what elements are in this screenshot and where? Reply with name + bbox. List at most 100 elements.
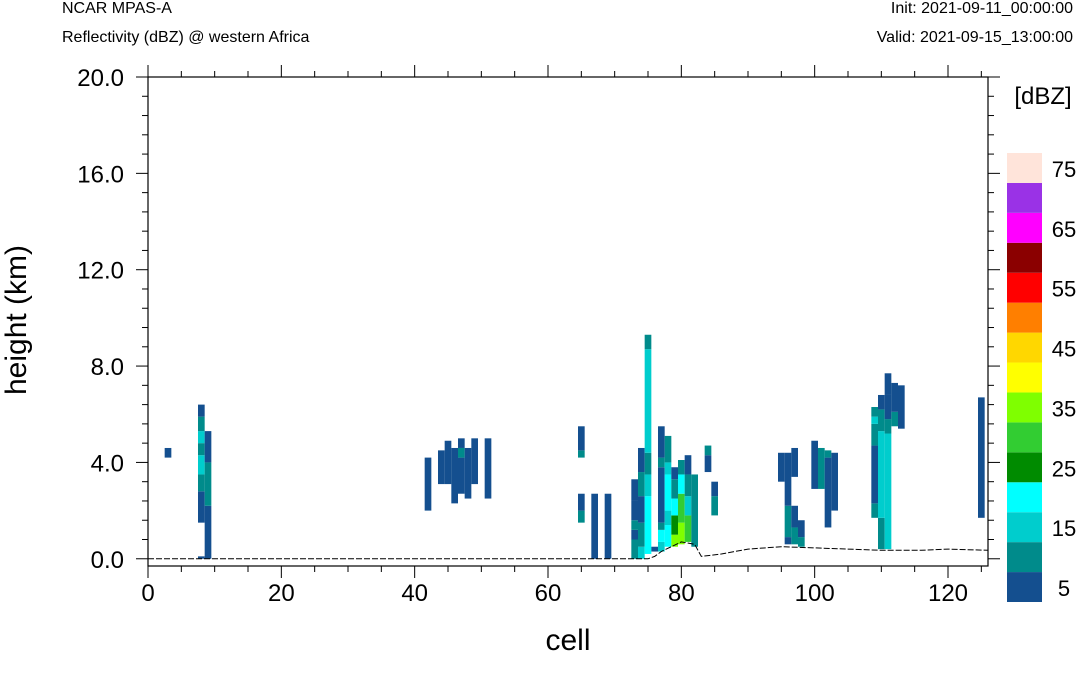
- reflectivity-cell: [644, 334, 652, 350]
- reflectivity-cell: [664, 474, 672, 511]
- x-tick-label: 0: [141, 580, 154, 607]
- reflectivity-cell: [684, 474, 692, 497]
- reflectivity-cell: [884, 419, 892, 434]
- reflectivity-cell: [644, 474, 652, 497]
- reflectivity-cell: [638, 496, 645, 523]
- colorbar-swatch: [1007, 272, 1042, 303]
- colorbar-label: 75: [1052, 157, 1076, 182]
- reflectivity-cell: [824, 457, 832, 528]
- reflectivity-cell: [198, 455, 205, 475]
- reflectivity-cell: [684, 515, 692, 542]
- reflectivity-cell: [658, 457, 665, 468]
- colorbar: [1007, 153, 1042, 602]
- axis-ticks: [136, 65, 1000, 578]
- y-tick-label: 12.0: [77, 258, 124, 285]
- reflectivity-cell: [811, 440, 818, 489]
- reflectivity-cell: [604, 493, 612, 559]
- x-tick-label: 20: [268, 580, 295, 607]
- reflectivity-cell: [591, 493, 598, 559]
- reflectivity-cell: [578, 450, 585, 458]
- reflectivity-cell: [444, 440, 452, 485]
- colorbar-swatch: [1007, 182, 1042, 213]
- reflectivity-cell: [878, 394, 885, 410]
- reflectivity-cell: [631, 479, 638, 501]
- reflectivity-cell: [424, 457, 432, 511]
- reflectivity-cell: [871, 503, 878, 518]
- reflectivity-cell: [898, 385, 905, 429]
- reflectivity-cell: [198, 431, 205, 444]
- reflectivity-cell: [578, 426, 585, 451]
- reflectivity-cell: [878, 409, 885, 432]
- colorbar-swatch: [1007, 452, 1042, 483]
- reflectivity-cell: [978, 397, 985, 518]
- y-axis-label: height (km): [0, 245, 33, 395]
- reflectivity-cell: [678, 493, 685, 523]
- reflectivity-cell: [658, 541, 665, 552]
- reflectivity-cell: [671, 515, 678, 535]
- y-tick-label: 0.0: [91, 547, 124, 574]
- y-tick-label: 16.0: [77, 161, 124, 188]
- reflectivity-cell: [198, 491, 205, 523]
- reflectivity-cell: [791, 447, 798, 477]
- reflectivity-cell: [818, 447, 825, 489]
- reflectivity-cell: [678, 460, 685, 475]
- reflectivity-cell: [671, 498, 678, 516]
- reflectivity-cell: [664, 435, 672, 463]
- reflectivity-cell: [878, 431, 885, 518]
- reflectivity-cell: [884, 373, 892, 395]
- reflectivity-cell: [778, 452, 785, 482]
- reflectivity-cell: [651, 546, 658, 552]
- x-tick-label: 60: [535, 580, 562, 607]
- reflectivity-cell: [824, 450, 832, 458]
- reflectivity-cell: [658, 426, 665, 458]
- terrain-line: [148, 541, 989, 560]
- reflectivity-cell: [631, 529, 638, 540]
- reflectivity-cell: [198, 556, 205, 559]
- reflectivity-cell: [578, 493, 585, 511]
- reflectivity-cell: [198, 416, 205, 432]
- reflectivity-cell: [458, 447, 465, 458]
- reflectivity-cell: [871, 445, 878, 504]
- reflectivity-cell: [791, 505, 798, 528]
- reflectivity-cell: [884, 394, 892, 420]
- reflectivity-cell: [878, 517, 885, 550]
- reflectivity-cell: [884, 433, 892, 550]
- reflectivity-cell: [891, 382, 898, 412]
- reflectivity-cell: [658, 522, 665, 530]
- reflectivity-cell: [871, 407, 878, 417]
- colorbar-swatch: [1007, 153, 1042, 183]
- reflectivity-cell: [678, 474, 685, 494]
- reflectivity-cell: [644, 349, 652, 453]
- y-tick-label: 8.0: [91, 354, 124, 381]
- colorbar-label: 35: [1052, 396, 1076, 421]
- reflectivity-cell: [631, 500, 638, 521]
- colorbar-swatch: [1007, 512, 1042, 543]
- reflectivity-cell: [684, 496, 692, 516]
- colorbar-swatch: [1007, 572, 1042, 602]
- reflectivity-cell: [204, 431, 212, 463]
- colorbar-label: 65: [1052, 217, 1076, 242]
- reflectivity-cell: [664, 462, 672, 475]
- reflectivity-cell: [784, 505, 792, 538]
- colorbar-swatch: [1007, 422, 1042, 453]
- reflectivity-cell: [691, 474, 698, 547]
- colorbar-label: 45: [1052, 337, 1076, 362]
- colorbar-label: 25: [1052, 456, 1076, 481]
- colorbar-label: 5: [1058, 576, 1070, 601]
- reflectivity-cell: [198, 404, 205, 417]
- reflectivity-cell: [464, 447, 472, 499]
- legend-title: [dBZ]: [1014, 83, 1071, 110]
- reflectivity-cell: [578, 510, 585, 523]
- reflectivity-cell: [711, 496, 718, 516]
- reflectivity-cell: [678, 522, 685, 545]
- plot-frame: [147, 76, 989, 567]
- colorbar-swatch: [1007, 482, 1042, 513]
- reflectivity-cell: [798, 537, 805, 547]
- reflectivity-cell: [658, 467, 665, 523]
- colorbar-swatch: [1007, 242, 1042, 273]
- x-tick-labels: 0 20 40 60 80 100 120: [141, 580, 968, 607]
- colorbar-label: 15: [1052, 516, 1076, 541]
- reflectivity-cell: [664, 510, 672, 526]
- reflectivity-cell: [638, 522, 645, 547]
